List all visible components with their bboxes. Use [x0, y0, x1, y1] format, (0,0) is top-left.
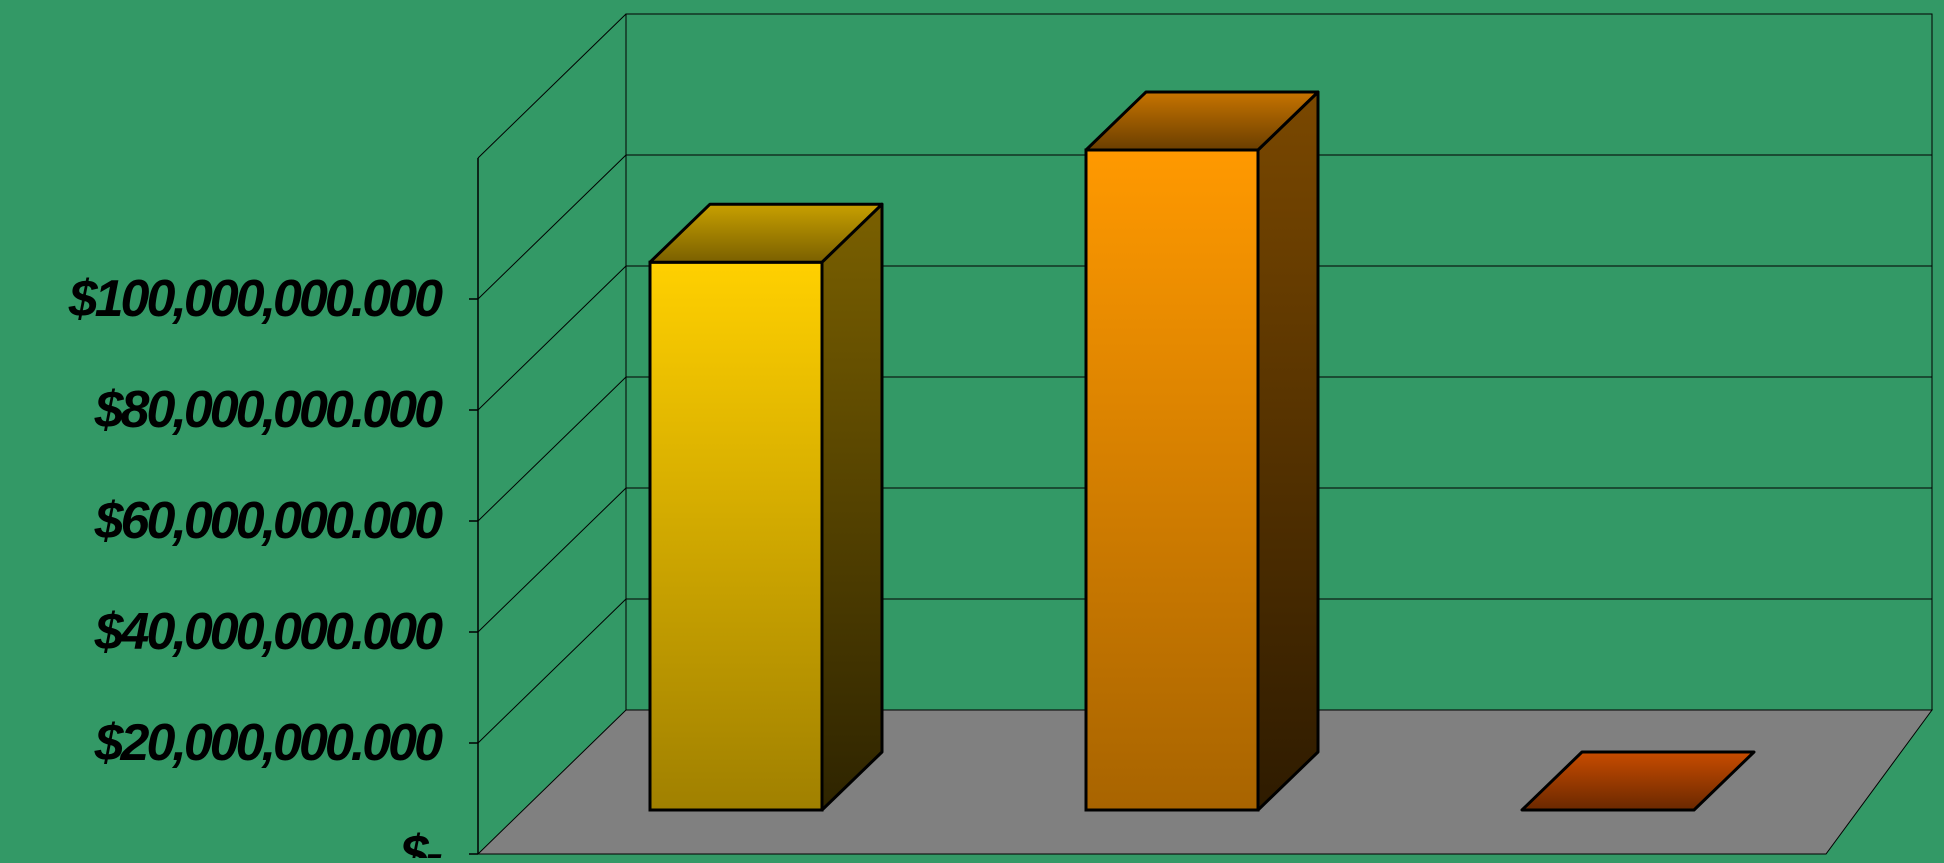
gridline-side — [477, 598, 627, 744]
y-tick-label: $80,000,000.000 — [94, 381, 443, 439]
bar-side — [1256, 90, 1320, 812]
bar-top — [1084, 90, 1320, 152]
gridline-side — [477, 376, 627, 522]
y-tick-label: $- — [399, 825, 442, 858]
bar-front — [1084, 148, 1260, 812]
y-axis-ticks — [469, 298, 478, 855]
bar-front — [648, 260, 824, 812]
bar-2 — [1084, 90, 1320, 812]
gridline-side — [477, 487, 627, 633]
side-wall-edge — [477, 13, 627, 159]
bars — [648, 90, 1756, 812]
gridline-side — [477, 154, 627, 300]
bar-top — [1520, 750, 1756, 812]
y-tick-label: $60,000,000.000 — [94, 492, 443, 550]
y-tick-label: $20,000,000.000 — [94, 714, 443, 772]
y-tick-label: $100,000,000.000 — [68, 270, 443, 328]
bar-side — [820, 202, 884, 812]
gridline-side — [477, 265, 627, 411]
bar-3 — [1520, 750, 1756, 812]
bar-1 — [648, 202, 884, 812]
y-axis-tick-labels: $- $20,000,000.000 $40,000,000.000 $60,000,… — [68, 270, 446, 863]
y-tick-label: $40,000,000.000 — [94, 603, 443, 661]
bar-top — [648, 202, 884, 264]
